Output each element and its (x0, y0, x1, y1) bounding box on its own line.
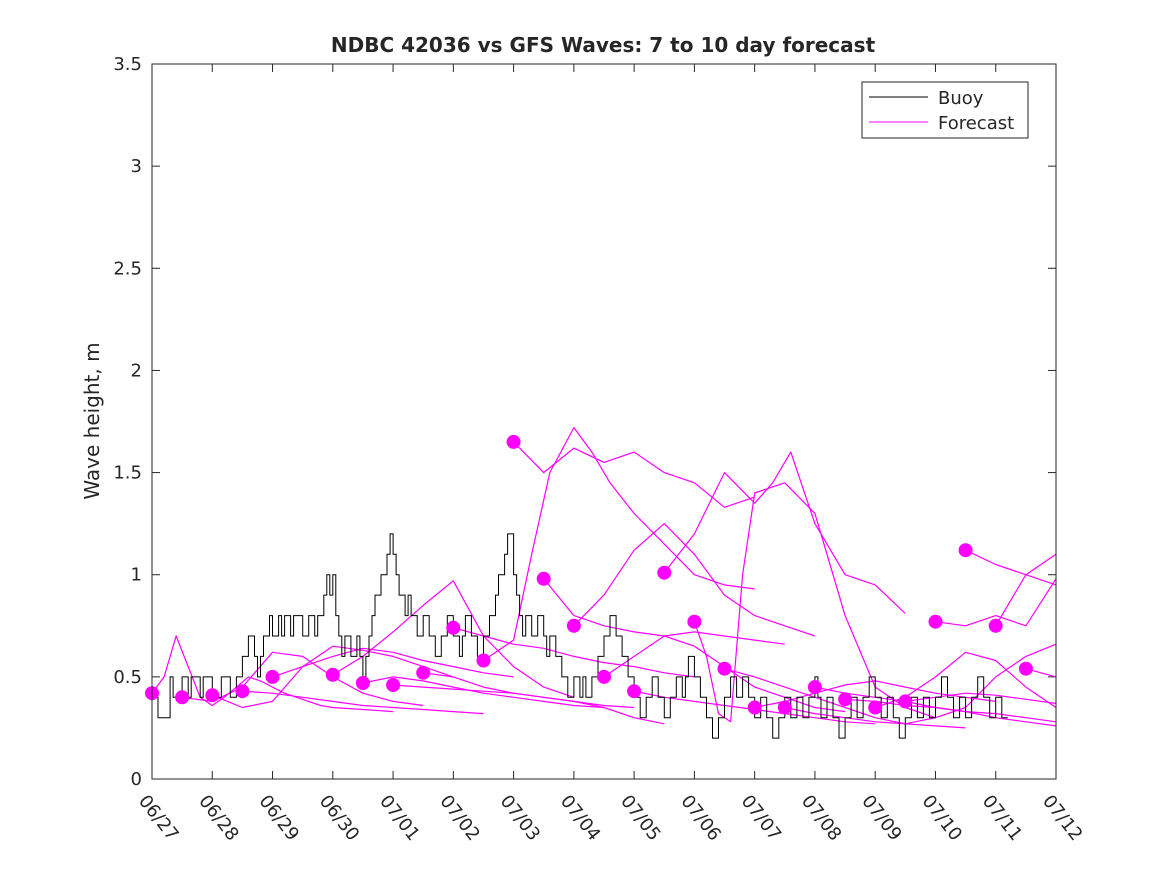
forecast-marker (717, 661, 732, 676)
forecast-run-line (212, 645, 454, 709)
y-tick-label: 2.5 (113, 258, 142, 279)
forecast-marker (536, 571, 551, 586)
forecast-run-line (573, 522, 816, 637)
forecast-run-line (182, 651, 424, 707)
y-tick-label: 1.5 (113, 463, 142, 484)
forecast-run-line (845, 698, 1057, 723)
forecast-marker (265, 669, 280, 684)
y-axis-ticks: 0 0.5 1 1.5 2 2.5 3 3.5 (113, 54, 1056, 790)
forecast-run-line (663, 451, 906, 614)
forecast-marker (1018, 661, 1033, 676)
forecast-marker (687, 614, 702, 629)
legend-label-forecast: Forecast (938, 113, 1014, 134)
forecast-run-line (453, 627, 695, 678)
forecast-marker (325, 667, 340, 682)
forecast-marker (175, 690, 190, 705)
y-tick-label: 1 (131, 565, 142, 586)
forecast-run-line (513, 441, 755, 508)
forecast-marker (928, 614, 943, 629)
forecast-marker (898, 694, 913, 709)
forecast-run-line (935, 578, 1057, 627)
forecast-run-line (995, 553, 1057, 627)
forecast-run-line (272, 647, 514, 678)
forecast-marker (988, 618, 1003, 633)
y-tick-label: 2 (131, 360, 142, 381)
forecast-marker (958, 543, 973, 558)
chart-title: NDBC 42036 vs GFS Waves: 7 to 10 day for… (331, 33, 876, 57)
forecast-run-line (724, 668, 966, 729)
forecast-run-line (332, 580, 575, 698)
plot-background (152, 64, 1056, 779)
forecast-marker (235, 684, 250, 699)
buoy-series (152, 533, 1008, 739)
forecast-marker (386, 678, 401, 692)
forecast-run-line (483, 427, 755, 661)
legend-label-buoy: Buoy (938, 88, 984, 109)
y-tick-label: 0.5 (113, 667, 142, 688)
y-tick-label: 3 (131, 156, 142, 177)
plot-frame (151, 63, 1057, 780)
forecast-run-line (151, 635, 394, 713)
forecast-marker (416, 665, 431, 680)
forecast-marker (476, 653, 491, 668)
forecast-run-line (693, 482, 936, 723)
buoy-line (152, 533, 1008, 739)
forecast-run-line (905, 692, 1057, 704)
forecast-run-line (423, 672, 665, 725)
forecast-marker (597, 669, 611, 684)
forecast-run-line (362, 676, 605, 709)
forecast-marker (868, 700, 883, 715)
forecast-marker (627, 684, 642, 699)
forecast-run-line (242, 690, 484, 715)
y-tick-label: 3.5 (113, 54, 142, 75)
forecast-run-line (784, 643, 1057, 725)
forecast-marker (355, 676, 370, 690)
forecast-marker (205, 688, 220, 703)
y-axis-label: Wave height, m (80, 342, 104, 499)
forecast-marker (506, 434, 521, 449)
legend: Buoy Forecast (861, 81, 1029, 139)
forecast-marker (566, 618, 581, 633)
plot-area: 00.511.522.533.5 06/27 06/28 06/29 06/30 07/… (113, 54, 1086, 845)
forecast-run-line (965, 549, 1057, 586)
legend-box (861, 81, 1029, 139)
forecast-marker (657, 565, 672, 580)
forecast-marker (838, 692, 853, 707)
forecast-markers (145, 434, 1033, 715)
y-tick-label: 0 (131, 769, 142, 790)
forecast-marker (446, 620, 461, 635)
forecast-marker (777, 700, 792, 715)
forecast-marker (807, 680, 822, 695)
forecast-marker (747, 700, 762, 715)
